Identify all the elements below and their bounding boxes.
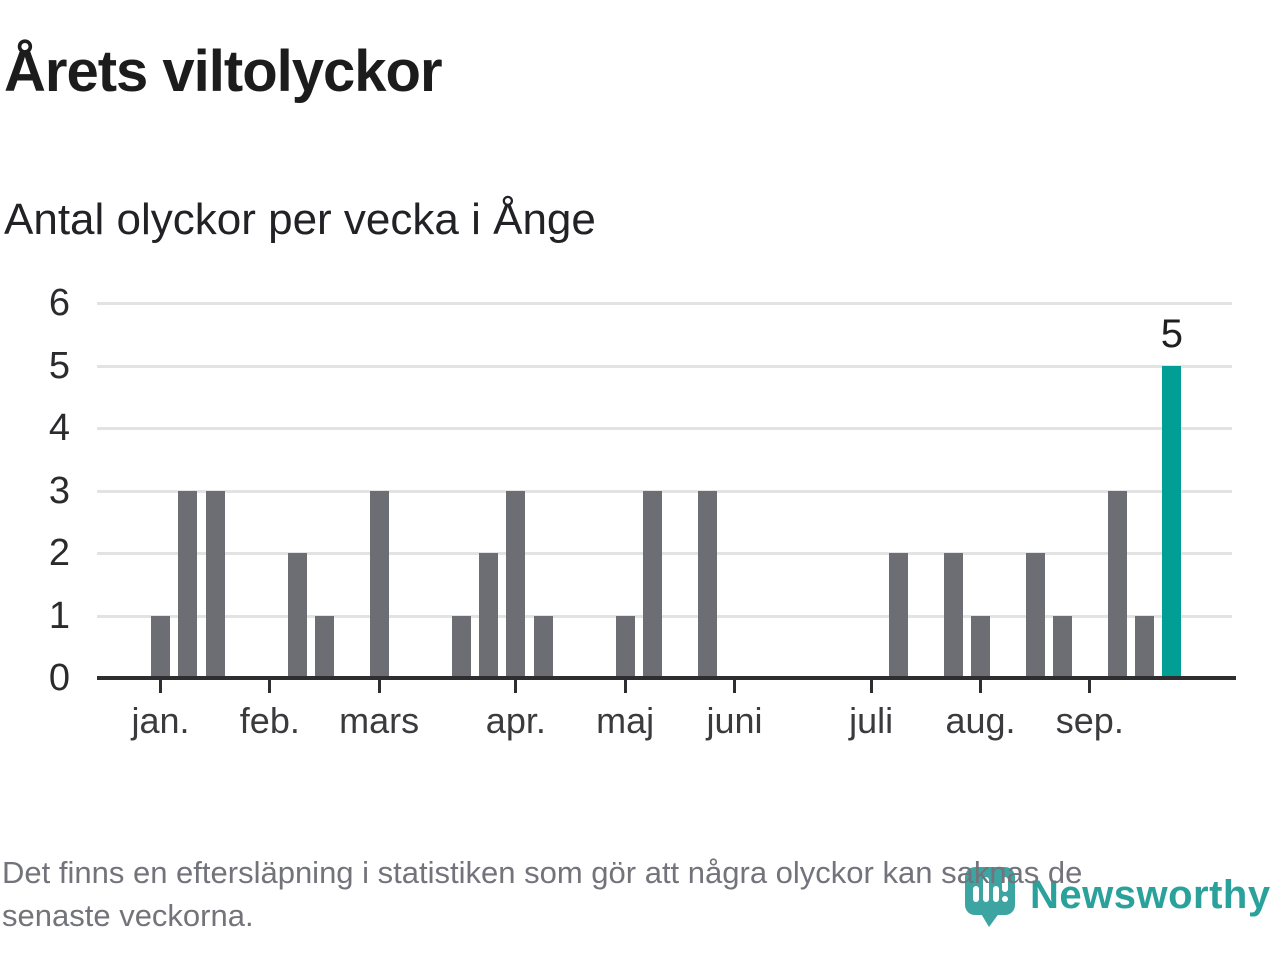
x-axis-label-sep: sep. xyxy=(1055,700,1124,741)
gridline-y5 xyxy=(97,364,1232,368)
gridline-y1 xyxy=(97,614,1232,618)
newsworthy-wordmark: Newsworthy xyxy=(1030,873,1271,917)
y-axis-label-6: 6 xyxy=(48,282,70,324)
x-axis-label-juli: juli xyxy=(849,700,894,741)
footnote-line-1: Det finns en eftersläpning i statistiken… xyxy=(2,855,1083,890)
bar-week-36 xyxy=(1107,490,1127,676)
y-axis-label-2: 2 xyxy=(48,532,70,574)
y-axis-label-4: 4 xyxy=(48,407,70,449)
x-tick-apr xyxy=(514,680,518,693)
newsworthy-logo: Newsworthy xyxy=(964,866,1271,930)
gridline-y4 xyxy=(97,427,1232,430)
y-axis-label-5: 5 xyxy=(48,344,70,387)
x-tick-aug xyxy=(978,680,982,693)
bar-week-21 xyxy=(697,490,717,676)
bar-week-14 xyxy=(506,490,526,676)
bar-week-37 xyxy=(1134,615,1154,676)
bar-week-2 xyxy=(178,490,198,676)
y-axis-label-3: 3 xyxy=(48,469,70,512)
chart-subtitle: Antal olyckor per vecka i Ånge xyxy=(4,195,596,244)
bar-week-34 xyxy=(1052,615,1072,676)
x-tick-maj xyxy=(623,680,627,693)
x-axis-label-aug: aug. xyxy=(945,700,1016,741)
bar-week-19 xyxy=(642,490,662,676)
x-tick-mars xyxy=(377,680,381,693)
bar-week-33 xyxy=(1025,553,1045,676)
bar-week-3 xyxy=(205,490,225,676)
bar-week-13 xyxy=(478,553,498,676)
y-axis-label-1: 1 xyxy=(48,594,70,637)
bar-week-30 xyxy=(943,553,963,676)
footnote-line-2: senaste veckorna. xyxy=(2,898,254,933)
highlight-value-label: 5 xyxy=(1160,311,1183,356)
x-tick-sep xyxy=(1088,680,1092,693)
bar-week-9 xyxy=(369,490,389,676)
newsworthy-pin-barchart-icon xyxy=(965,867,1015,927)
bar-week-28 xyxy=(888,553,908,676)
x-axis-label-juni: juni xyxy=(706,700,763,741)
x-tick-jan xyxy=(159,680,162,693)
bar-week-7 xyxy=(314,615,334,676)
gridline-y2 xyxy=(97,552,1232,555)
x-axis-label-feb: feb. xyxy=(239,700,300,741)
page-title: Årets viltolyckor xyxy=(4,39,443,104)
bar-week-31 xyxy=(970,615,990,676)
x-axis-label-jan: jan. xyxy=(131,700,190,741)
bar-week-38-highlight xyxy=(1162,365,1182,676)
x-axis-label-mars: mars xyxy=(339,700,420,741)
bar-week-15 xyxy=(533,615,553,676)
bar-week-6 xyxy=(287,553,307,676)
chart-plot-area: 0 1 2 3 4 5 6 5 jan. feb. mars apr. maj juni juli aug. s… xyxy=(0,280,1280,750)
bar-week-18 xyxy=(615,615,635,676)
gridline-y3 xyxy=(97,489,1232,493)
bar-week-1 xyxy=(151,615,170,676)
x-tick-juli xyxy=(869,680,873,693)
x-axis-line xyxy=(97,676,1236,680)
bar-week-12 xyxy=(451,615,471,676)
y-axis-label-0: 0 xyxy=(48,657,70,699)
x-tick-juni xyxy=(732,680,736,693)
gridline-y6 xyxy=(97,302,1232,305)
x-axis-label-apr: apr. xyxy=(485,700,546,741)
x-tick-feb xyxy=(268,680,272,693)
x-axis-label-maj: maj xyxy=(596,700,655,741)
